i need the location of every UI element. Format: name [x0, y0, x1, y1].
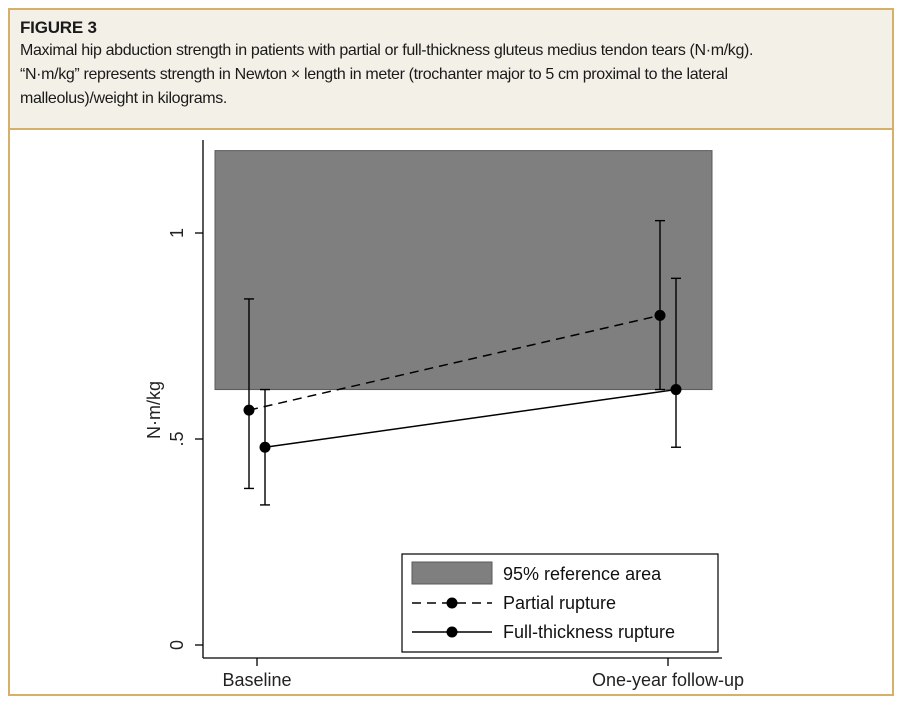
x-tick-label: Baseline: [222, 670, 291, 690]
legend-label-partial: Partial rupture: [503, 593, 616, 613]
x-tick-label: One-year follow-up: [592, 670, 744, 690]
figure-label: FIGURE 3: [20, 18, 97, 37]
y-axis-label: N·m/kg: [144, 381, 164, 439]
chart-axes: 0 .5 1 N·m/kg Baseline One-year follow-up: [144, 140, 744, 690]
figure-caption: FIGURE 3 Maximal hip abduction strength …: [10, 10, 892, 130]
legend-swatch-reference: [411, 561, 493, 585]
y-tick-label: .5: [167, 431, 187, 446]
caption-line-2: “N·m/kg” represents strength in Newton ×…: [20, 66, 728, 83]
data-point: [259, 441, 271, 453]
series-line-partial: [248, 314, 661, 411]
legend-marker: [446, 597, 458, 609]
legend-marker: [446, 626, 458, 638]
y-tick-label: 1: [167, 228, 187, 238]
caption-line-3: malleolus)/weight in kilograms.: [20, 90, 228, 107]
chart-marks: [214, 150, 713, 506]
chart-legend: 95% reference area Partial rupture Full-th…: [401, 553, 719, 653]
data-point: [243, 404, 255, 416]
data-point: [670, 384, 682, 396]
data-point: [654, 309, 666, 321]
reference-area: [214, 150, 713, 391]
legend-label-full: Full-thickness rupture: [503, 622, 675, 642]
legend-label-reference: 95% reference area: [503, 564, 662, 584]
caption-line-1: Maximal hip abduction strength in patien…: [20, 42, 754, 59]
y-tick-label: 0: [167, 640, 187, 650]
series-line-full: [264, 388, 677, 448]
